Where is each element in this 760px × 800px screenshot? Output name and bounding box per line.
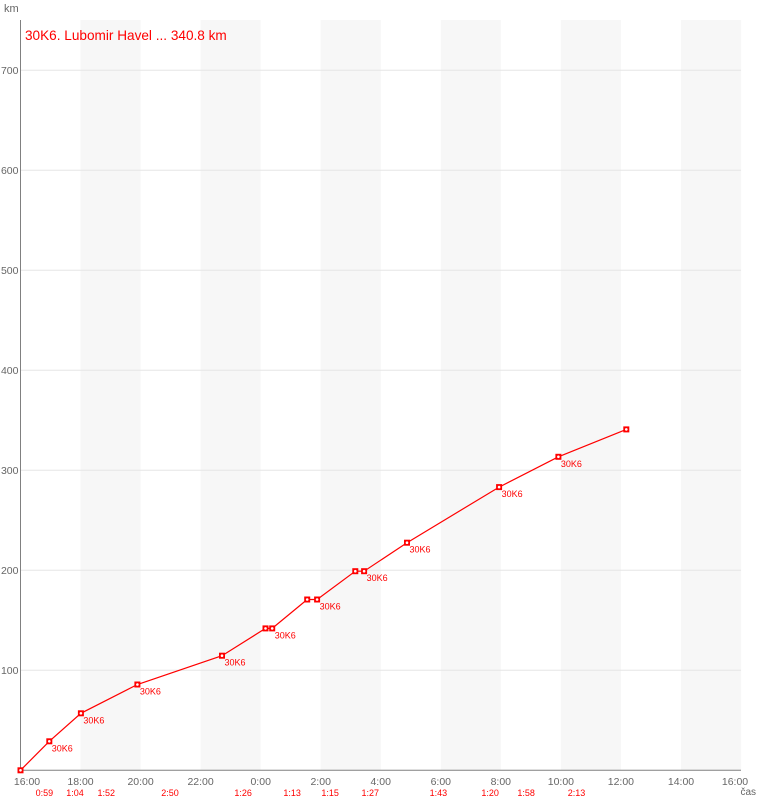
svg-text:0:59: 0:59 [36,788,54,798]
svg-text:1:43: 1:43 [430,788,448,798]
svg-text:400: 400 [1,365,19,377]
svg-text:čas: čas [740,787,756,798]
svg-text:30K6: 30K6 [52,743,73,753]
svg-text:0:00: 0:00 [250,776,271,788]
svg-text:1:52: 1:52 [98,788,116,798]
svg-text:4:00: 4:00 [370,776,391,788]
svg-text:2:00: 2:00 [310,776,331,788]
svg-text:14:00: 14:00 [668,776,694,788]
svg-text:2:50: 2:50 [161,788,179,798]
svg-text:30K6. Lubomir Havel ... 340.8: 30K6. Lubomir Havel ... 340.8 km [25,28,227,43]
svg-text:1:13: 1:13 [283,788,301,798]
svg-text:300: 300 [1,465,19,477]
svg-text:30K6: 30K6 [410,545,431,555]
svg-text:km: km [4,3,19,15]
svg-text:30K6: 30K6 [83,715,104,725]
svg-text:2:13: 2:13 [568,788,586,798]
svg-text:1:27: 1:27 [362,788,380,798]
svg-text:30K6: 30K6 [320,602,341,612]
svg-text:1:26: 1:26 [234,788,252,798]
svg-text:1:04: 1:04 [66,788,84,798]
svg-text:10:00: 10:00 [548,776,574,788]
svg-text:500: 500 [1,265,19,277]
svg-text:200: 200 [1,565,19,577]
svg-text:30K6: 30K6 [561,459,582,469]
svg-text:22:00: 22:00 [187,776,213,788]
svg-text:700: 700 [1,65,19,77]
svg-text:1:20: 1:20 [481,788,499,798]
svg-text:12:00: 12:00 [608,776,634,788]
svg-text:30K6: 30K6 [140,687,161,697]
svg-text:8:00: 8:00 [491,776,512,788]
svg-text:30K6: 30K6 [275,630,296,640]
svg-text:16:00: 16:00 [14,776,40,788]
svg-text:30K6: 30K6 [367,573,388,583]
svg-text:1:58: 1:58 [517,788,535,798]
svg-text:600: 600 [1,165,19,177]
svg-text:20:00: 20:00 [127,776,153,788]
svg-text:1:15: 1:15 [321,788,339,798]
svg-text:100: 100 [1,665,19,677]
svg-text:18:00: 18:00 [67,776,93,788]
svg-text:30K6: 30K6 [225,658,246,668]
svg-text:6:00: 6:00 [431,776,452,788]
svg-text:30K6: 30K6 [502,489,523,499]
